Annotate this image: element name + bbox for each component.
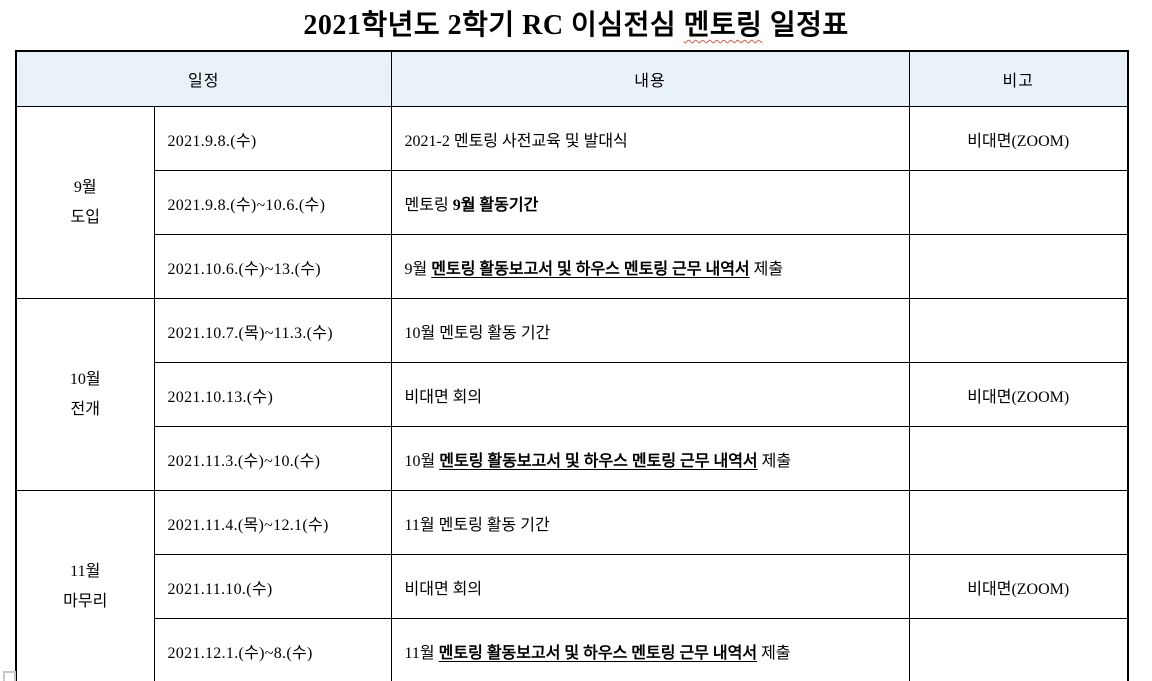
content-segment: 비대면 회의 [404,388,483,406]
content-cell: 비대면 회의 [390,362,910,427]
note-cell: 비대면(ZOOM) [908,554,1129,619]
date-cell: 2021.10.6.(수)~13.(수) [153,234,392,299]
month-group-cell-september: 9월 도입 [15,106,155,299]
header-row: 일정 내용 비고 [15,50,1129,107]
content-segment: 멘토링 [404,196,453,214]
table-row: 10월 전개 2021.10.7.(목)~11.3.(수) 10월 멘토링 활동… [15,298,1129,491]
month-label: 10월 [69,370,101,388]
date-cell: 2021.12.1.(수)~8.(수) [153,618,392,681]
note-cell [908,298,1129,363]
content-segment: 11월 멘토링 활동 기간 [404,516,550,534]
header-cell-content: 내용 [390,50,910,107]
table-row: 2021.10.6.(수)~13.(수) 9월 멘토링 활동보고서 및 하우스 … [16,234,1129,299]
content-segment: 제출 [749,260,784,278]
content-segment: 멘토링 활동보고서 및 하우스 멘토링 근무 내역서 [439,452,758,470]
content-segment: 멘토링 활동보고서 및 하우스 멘토링 근무 내역서 [438,644,758,662]
content-cell: 10월 멘토링 활동 기간 [390,298,910,363]
note-cell [908,170,1129,235]
table-row: 2021.12.1.(수)~8.(수) 11월 멘토링 활동보고서 및 하우스 … [16,618,1129,681]
table-row: 9월 도입 2021.9.8.(수) 2021-2 멘토링 사전교육 및 발대식… [15,106,1129,299]
content-cell: 11월 멘토링 활동보고서 및 하우스 멘토링 근무 내역서 제출 [390,618,910,681]
content-segment: 제출 [757,644,791,662]
content-segment: 비대면 회의 [404,580,483,598]
header-cell-schedule: 일정 [15,50,392,107]
header-cell-note: 비고 [908,50,1129,107]
note-cell [908,426,1129,491]
content-cell: 비대면 회의 [390,554,910,619]
date-cell: 2021.10.13.(수) [153,362,392,427]
date-cell: 2021.11.4.(목)~12.1(수) [153,490,392,555]
content-cell: 11월 멘토링 활동 기간 [390,490,910,555]
content-cell: 10월 멘토링 활동보고서 및 하우스 멘토링 근무 내역서 제출 [390,426,910,491]
content-cell: 9월 멘토링 활동보고서 및 하우스 멘토링 근무 내역서 제출 [390,234,910,299]
note-cell [908,490,1129,555]
schedule-table: 일정 내용 비고 9월 도입 2021.9.8.(수) 2021-2 멘토링 사… [15,50,1130,681]
page-title: 2021학년도 2학기 RC 이심전심 멘토링 일정표 [0,3,1152,43]
month-group-cell-october: 10월 전개 [15,298,155,491]
content-segment: 9월 활동기간 [452,196,539,214]
month-label: 11월 [70,562,101,580]
phase-label: 도입 [70,208,100,226]
table-row: 2021.9.8.(수)~10.6.(수) 멘토링 9월 활동기간 [16,170,1129,235]
table-resize-handle-icon[interactable] [3,671,16,681]
phase-label: 전개 [70,400,100,418]
table-row: 2021.11.10.(수) 비대면 회의 비대면(ZOOM) [16,554,1129,619]
note-cell [908,618,1129,681]
table-row: 11월 마무리 2021.11.4.(목)~12.1(수) 11월 멘토링 활동… [15,490,1129,681]
content-cell: 2021-2 멘토링 사전교육 및 발대식 [390,106,910,171]
title-spellcheck-word: 멘토링 [683,10,763,41]
table-row: 2021.10.13.(수) 비대면 회의 비대면(ZOOM) [16,362,1129,427]
content-segment: 10월 [404,452,440,470]
page-title-suffix: 일정표 [762,10,849,41]
date-cell: 2021.10.7.(목)~11.3.(수) [153,298,392,363]
month-group-cell-november: 11월 마무리 [15,490,155,681]
date-cell: 2021.9.8.(수)~10.6.(수) [153,170,392,235]
note-cell: 비대면(ZOOM) [908,106,1129,171]
content-segment: 9월 [404,260,432,278]
content-cell: 멘토링 9월 활동기간 [390,170,910,235]
page-title-prefix: 2021학년도 2학기 RC 이심전심 [303,10,684,41]
note-cell [908,234,1129,299]
date-cell: 2021.9.8.(수) [153,106,392,171]
content-segment: 2021-2 멘토링 사전교육 및 발대식 [404,132,628,150]
content-segment: 11월 [404,644,439,662]
note-cell: 비대면(ZOOM) [908,362,1129,427]
content-segment: 제출 [757,452,792,470]
table-row: 2021.11.3.(수)~10.(수) 10월 멘토링 활동보고서 및 하우스… [16,426,1129,491]
date-cell: 2021.11.3.(수)~10.(수) [153,426,392,491]
month-label: 9월 [73,178,97,196]
phase-label: 마무리 [63,592,108,610]
date-cell: 2021.11.10.(수) [153,554,392,619]
content-segment: 10월 멘토링 활동 기간 [404,324,551,342]
content-segment: 멘토링 활동보고서 및 하우스 멘토링 근무 내역서 [431,260,750,278]
